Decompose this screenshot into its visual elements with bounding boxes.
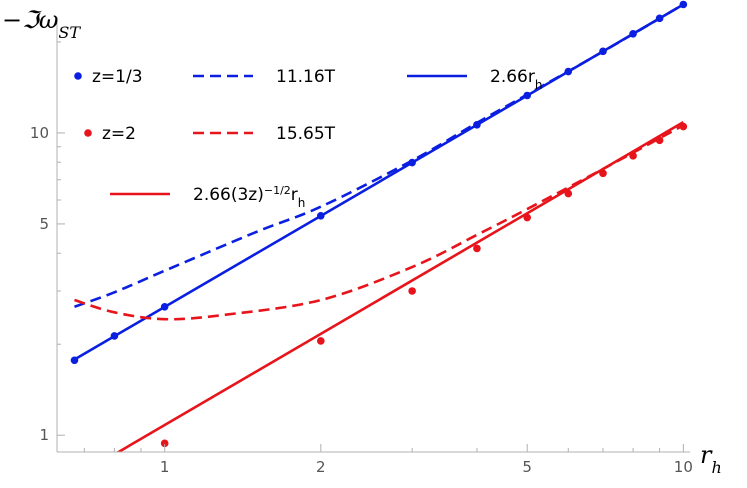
legend-label-part: r xyxy=(291,185,298,205)
legend-marker xyxy=(74,72,82,80)
data-point-z-2 xyxy=(160,439,169,448)
legend-subscript: h xyxy=(535,78,543,92)
x-tick-label: 1 xyxy=(160,458,170,476)
data-point-z-2 xyxy=(408,287,416,295)
legend-label: 2.66(3z)−1/2rh xyxy=(193,184,305,211)
legend-label: 15.65T xyxy=(276,124,336,144)
data-point-z-2 xyxy=(473,244,481,253)
legend-label: z=1/3 xyxy=(92,67,143,87)
y-tick-label: 10 xyxy=(30,124,49,142)
x-tick-label: 10 xyxy=(674,458,693,476)
series-line-2-66r-h xyxy=(73,3,684,361)
x-tick-label: 5 xyxy=(522,458,532,476)
x-axis-title: rh xyxy=(700,441,722,477)
legend-superscript: −1/2 xyxy=(264,184,291,197)
legend-item: z=1/3 xyxy=(74,67,143,87)
x-tick-label: 2 xyxy=(316,458,326,476)
legend-label: z=2 xyxy=(102,124,136,144)
data-point-z-2 xyxy=(317,337,325,345)
legend-item: 2.66(3z)−1/2rh xyxy=(110,184,305,211)
legend-item: 15.65T xyxy=(193,124,336,144)
legend-marker xyxy=(84,129,92,137)
y-tick-label: 5 xyxy=(39,215,49,233)
legend-label: 2.66rh xyxy=(490,67,542,92)
series-line-11-16t xyxy=(74,3,684,309)
y-axis-title: −ℑωST xyxy=(2,6,81,42)
legend: z=1/3 11.16T 2.66rh z=2 15.65T 2.66(3z)−1/2rh xyxy=(74,67,542,210)
y-tick-label: 1 xyxy=(39,426,49,444)
legend-item: z=2 xyxy=(84,124,136,144)
legend-item: 11.16T xyxy=(193,67,336,87)
plot-area xyxy=(70,0,688,452)
legend-item: 2.66rh xyxy=(407,67,542,92)
legend-subscript: h xyxy=(298,196,306,210)
series-line-15-65t xyxy=(74,124,684,321)
series-line-2-66-3z-1-2-r-h xyxy=(115,120,684,452)
legend-label: 11.16T xyxy=(276,67,336,87)
